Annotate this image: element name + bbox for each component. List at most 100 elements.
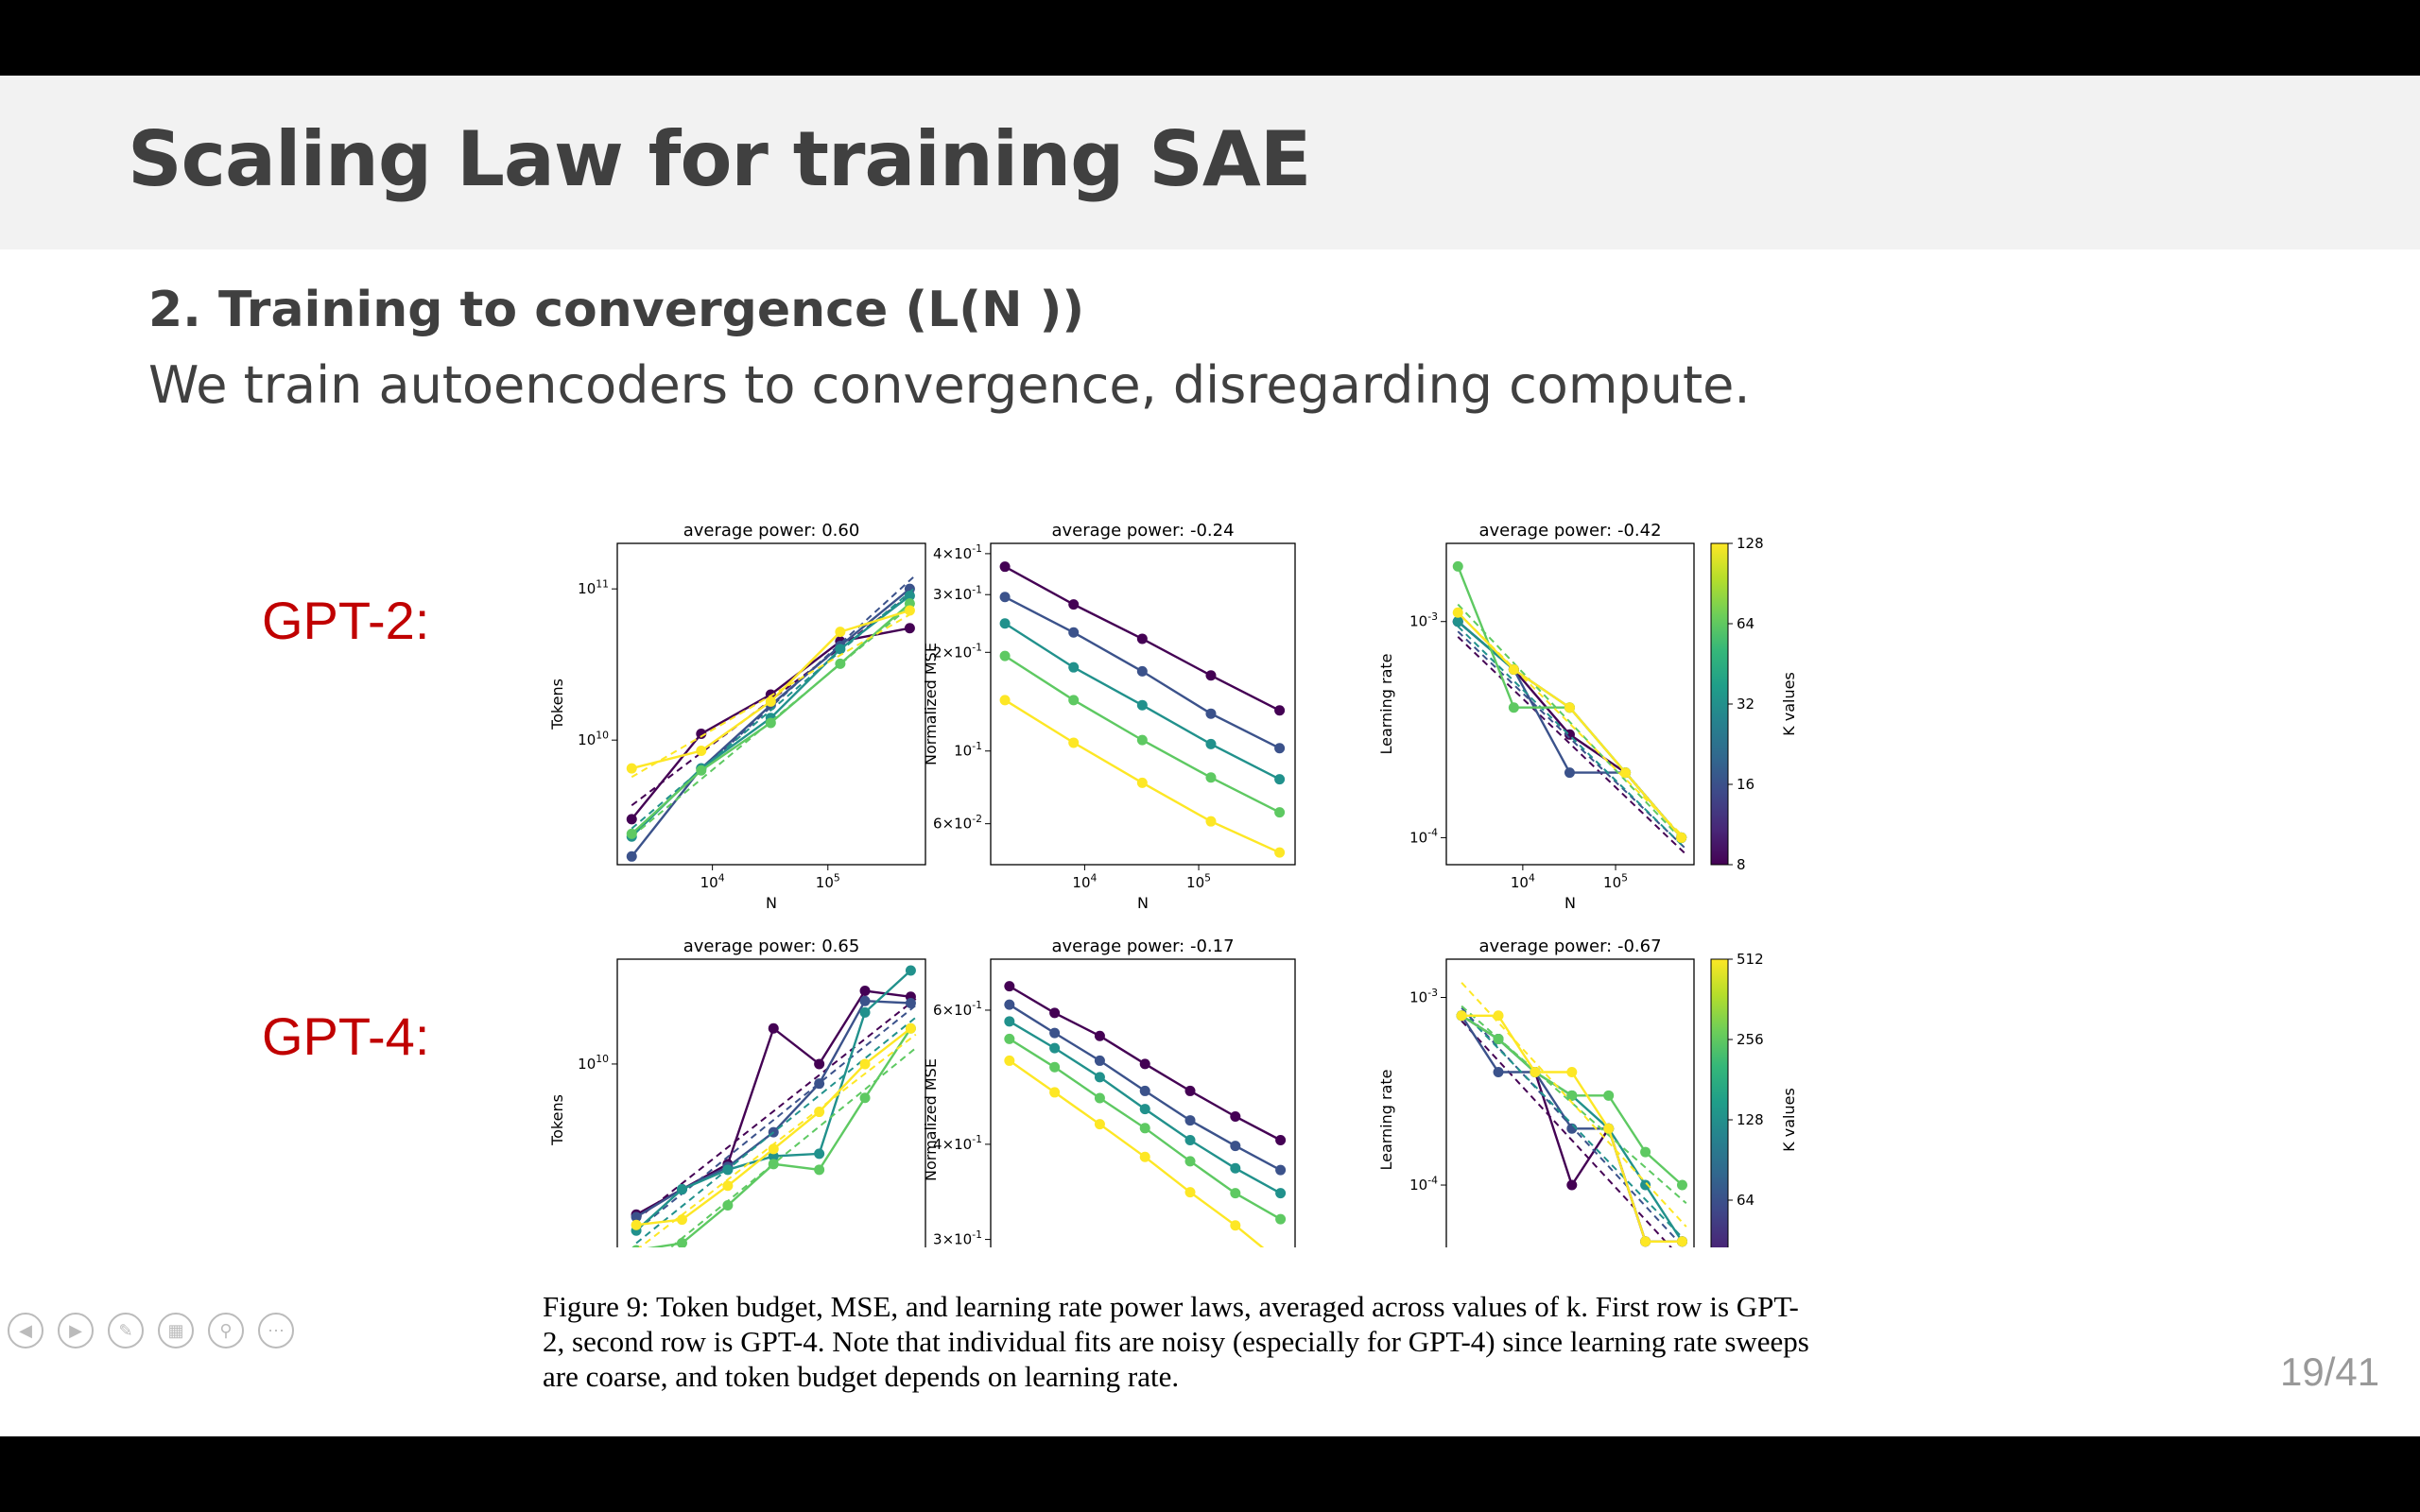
y-tick-label: 10-4 [1409, 827, 1438, 847]
x-tick-label: 105 [1186, 871, 1211, 891]
data-point [1068, 695, 1080, 706]
prev-icon[interactable]: ◀ [8, 1313, 43, 1349]
fit-line [1461, 1009, 1687, 1243]
data-point [1274, 774, 1286, 785]
more-icon[interactable]: ⋯ [258, 1313, 294, 1349]
slides-icon[interactable]: ▦ [158, 1313, 194, 1349]
data-point [859, 1006, 871, 1018]
series-2 [1004, 999, 1287, 1176]
series-4 [631, 1022, 917, 1247]
data-point [631, 1245, 641, 1247]
data-point [814, 1107, 825, 1118]
data-point [1205, 670, 1217, 681]
chart-panel-4: average power: 0.65NTokens1041051010109 [548, 936, 926, 1247]
data-point [676, 1184, 687, 1195]
series-5 [1004, 1055, 1265, 1247]
row-label-gpt4: GPT-4: [262, 1006, 430, 1066]
data-point [1094, 1030, 1105, 1041]
y-tick-label: 4×10-1 [933, 542, 982, 562]
data-point [1640, 1236, 1651, 1247]
data-point [999, 695, 1011, 706]
y-tick-label: 3×10-1 [933, 1228, 982, 1247]
data-point [1004, 1055, 1015, 1066]
data-point [1136, 665, 1148, 677]
data-point [1508, 702, 1519, 713]
data-point [859, 995, 871, 1006]
data-point [1068, 737, 1080, 748]
fit-line [638, 1033, 917, 1247]
colorbar-tick-label: 256 [1737, 1031, 1764, 1048]
series-1 [1004, 981, 1287, 1146]
data-point [1230, 1162, 1241, 1174]
data-point [814, 1164, 825, 1176]
data-point [1068, 627, 1080, 638]
data-point [999, 650, 1011, 662]
x-tick-label: 105 [1603, 871, 1628, 891]
data-point [696, 765, 707, 776]
series-3 [1004, 1016, 1287, 1199]
data-point [1603, 1090, 1615, 1101]
next-icon[interactable]: ▶ [58, 1313, 94, 1349]
data-point [904, 623, 915, 634]
data-point [1068, 599, 1080, 610]
data-point [835, 658, 846, 669]
colorbar-label: K values [1780, 672, 1796, 736]
series-1 [999, 561, 1286, 716]
x-tick-label: 105 [816, 871, 840, 891]
data-point [1094, 1119, 1105, 1130]
data-point [999, 561, 1011, 573]
y-tick-label: 10-3 [1409, 987, 1438, 1006]
fit-line [1457, 626, 1685, 849]
data-point [696, 745, 707, 756]
data-point [835, 644, 846, 655]
data-point [1094, 1055, 1105, 1066]
data-point [1205, 708, 1217, 719]
y-tick-label: 10-1 [954, 740, 982, 760]
section-heading: 2. Training to convergence (L(N )) [148, 282, 1085, 338]
data-point [1275, 1213, 1287, 1225]
y-axis-label: Learning rate [1377, 1069, 1395, 1170]
series-5 [999, 695, 1286, 858]
data-point [999, 592, 1011, 603]
data-point [1452, 607, 1463, 618]
presentation-nav: ◀ ▶ ✎ ▦ ⚲ ⋯ [8, 1313, 294, 1349]
data-point [1205, 738, 1217, 749]
chart-title: average power: -0.42 [1478, 521, 1661, 541]
chart-title: average power: 0.60 [683, 521, 860, 541]
data-point [859, 1092, 871, 1104]
chart-title: average power: 0.65 [683, 936, 860, 956]
colorbar-tick-label: 32 [1737, 696, 1754, 713]
data-point [765, 717, 776, 729]
colorbar-tick-label: 64 [1737, 1192, 1754, 1209]
colorbar-label: K values [1780, 1088, 1796, 1152]
data-point [1205, 772, 1217, 783]
fit-line [631, 576, 915, 835]
data-point [1049, 1061, 1061, 1073]
y-axis-label: Normalized MSE [922, 643, 940, 765]
data-point [1530, 1067, 1541, 1078]
data-point [1274, 847, 1286, 858]
data-point [1139, 1151, 1150, 1162]
y-tick-label: 6×10-2 [933, 813, 982, 833]
zoom-icon[interactable]: ⚲ [208, 1313, 244, 1349]
data-point [1456, 1010, 1467, 1022]
chart-panel-5: average power: -0.17NNormalized MSE10410… [922, 936, 1296, 1247]
data-point [1230, 1188, 1241, 1199]
data-point [904, 590, 915, 601]
fit-line [1461, 1020, 1673, 1247]
x-tick-label: 104 [1072, 871, 1097, 891]
data-point [1094, 1072, 1105, 1083]
data-point [1275, 1135, 1287, 1146]
y-axis-label: Learning rate [1377, 653, 1395, 754]
y-axis-label: Tokens [548, 1094, 566, 1146]
data-point [1493, 1067, 1504, 1078]
data-point [1566, 1067, 1578, 1078]
pen-icon[interactable]: ✎ [108, 1313, 144, 1349]
colorbar-tick-label: 128 [1737, 1111, 1764, 1128]
x-axis-label: N [1564, 894, 1576, 912]
series-5 [1456, 982, 1687, 1247]
data-point [722, 1164, 734, 1176]
data-point [722, 1180, 734, 1192]
series-4 [626, 598, 915, 839]
y-tick-label: 10-4 [1409, 1174, 1438, 1194]
